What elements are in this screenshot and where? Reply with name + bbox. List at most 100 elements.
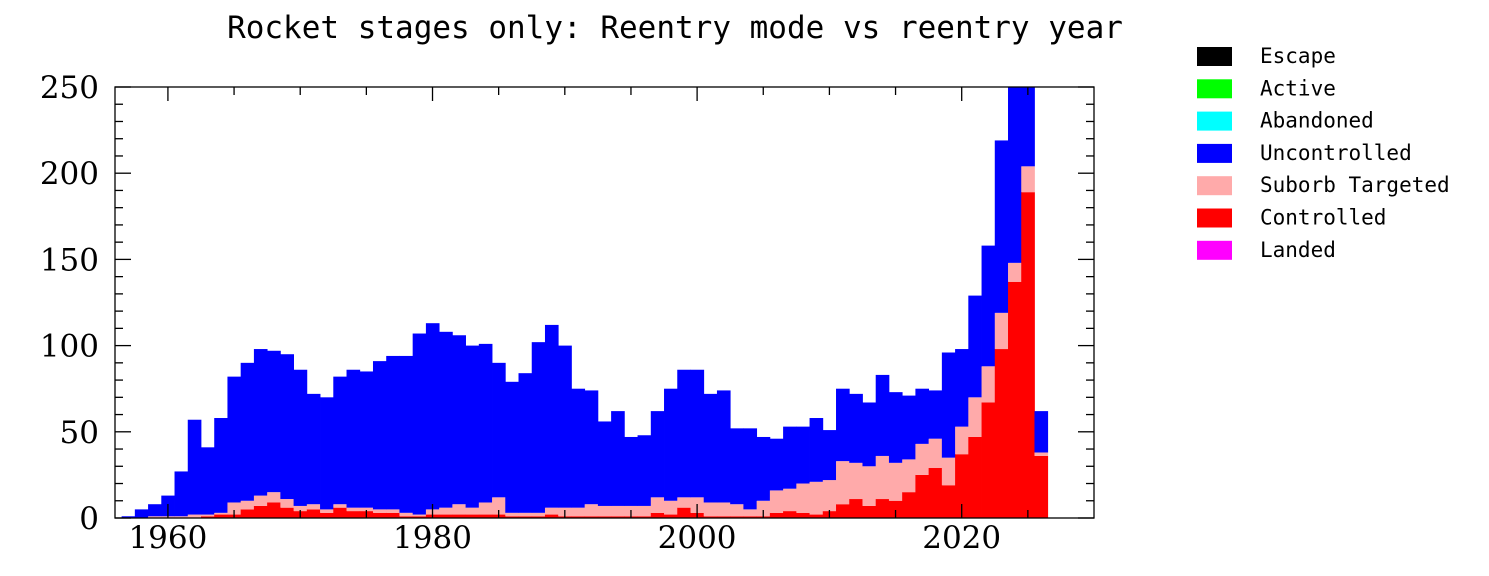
bar-suborb-targeted-1964 <box>214 512 228 515</box>
bar-uncontrolled-1986 <box>505 381 519 513</box>
bar-suborb-targeted-1970 <box>293 505 308 512</box>
bar-suborb-targeted-1994 <box>611 505 625 517</box>
bar-uncontrolled-1968 <box>267 350 281 493</box>
bar-uncontrolled-1959 <box>148 504 162 517</box>
bar-controlled-2026 <box>1034 455 1049 518</box>
legend-label-active: Active <box>1260 76 1336 100</box>
bar-uncontrolled-2023 <box>994 140 1009 313</box>
bar-uncontrolled-2010 <box>822 430 837 481</box>
bar-suborb-targeted-1971 <box>306 504 321 510</box>
bar-uncontrolled-1995 <box>624 436 638 506</box>
bar-controlled-2004 <box>743 516 758 518</box>
bar-suborb-targeted-2023 <box>994 312 1009 350</box>
bar-suborb-targeted-2015 <box>888 462 903 501</box>
bar-uncontrolled-1966 <box>240 362 255 501</box>
bar-suborb-targeted-1963 <box>200 514 215 517</box>
bar-uncontrolled-2026 <box>1034 411 1049 453</box>
bar-controlled-1988 <box>531 516 546 518</box>
bar-controlled-1991 <box>571 516 586 518</box>
bar-suborb-targeted-1997 <box>650 497 665 513</box>
bar-suborb-targeted-1999 <box>677 497 691 508</box>
bar-suborb-targeted-2021 <box>968 397 982 437</box>
bar-uncontrolled-2002 <box>716 390 731 503</box>
bar-uncontrolled-1974 <box>346 369 361 508</box>
bar-controlled-2022 <box>981 402 996 518</box>
legend-swatch-landed <box>1197 240 1232 260</box>
bar-uncontrolled-1963 <box>200 447 215 515</box>
bar-suborb-targeted-1972 <box>320 509 334 513</box>
bar-uncontrolled-1988 <box>531 342 546 513</box>
bar-suborb-targeted-2024 <box>1008 262 1022 282</box>
bar-uncontrolled-2013 <box>862 402 877 467</box>
bar-uncontrolled-1978 <box>399 355 414 513</box>
bar-uncontrolled-1989 <box>544 324 559 508</box>
bar-uncontrolled-1971 <box>306 393 321 505</box>
bar-uncontrolled-1958 <box>134 509 149 518</box>
bar-suborb-targeted-2007 <box>783 488 797 512</box>
legend-item-abandoned: Abandoned <box>1197 109 1374 133</box>
bar-suborb-targeted-1959 <box>148 516 162 518</box>
bar-suborb-targeted-1978 <box>399 512 414 517</box>
bar-controlled-1997 <box>650 512 665 518</box>
bar-controlled-1999 <box>677 507 691 518</box>
bar-uncontrolled-1999 <box>677 369 691 498</box>
bar-suborb-targeted-2012 <box>849 462 863 500</box>
bar-uncontrolled-1972 <box>320 397 334 510</box>
bar-controlled-1984 <box>478 514 493 518</box>
legend-swatch-active <box>1197 79 1232 99</box>
legend-label-landed: Landed <box>1260 238 1336 262</box>
bar-suborb-targeted-1973 <box>333 504 347 508</box>
bar-controlled-1998 <box>664 514 678 518</box>
bar-controlled-1979 <box>412 516 427 518</box>
bar-uncontrolled-1987 <box>518 373 533 513</box>
tick-labels: 1960 1980 2000 2020 0 50 100 150 200 250 <box>40 70 1001 556</box>
bar-suborb-targeted-1977 <box>386 509 400 513</box>
y-tick-label-200: 200 <box>40 156 99 192</box>
y-tick-label-250: 250 <box>40 70 99 106</box>
bar-uncontrolled-2000 <box>690 369 705 498</box>
legend-swatch-abandoned <box>1197 111 1232 131</box>
bar-controlled-1989 <box>544 514 559 518</box>
legend-swatch-controlled <box>1197 208 1232 228</box>
bar-suborb-targeted-1968 <box>267 492 281 503</box>
bar-uncontrolled-1977 <box>386 355 400 510</box>
bar-suborb-targeted-2025 <box>1021 166 1035 193</box>
bar-suborb-targeted-1988 <box>531 512 546 517</box>
legend-label-controlled: Controlled <box>1260 206 1386 230</box>
bar-uncontrolled-1976 <box>372 361 387 510</box>
legend-label-escape: Escape <box>1260 44 1336 68</box>
bar-uncontrolled-2019 <box>941 352 956 458</box>
bar-uncontrolled-1998 <box>664 388 678 501</box>
bar-controlled-2015 <box>888 500 903 518</box>
bar-controlled-1993 <box>597 516 612 518</box>
bar-uncontrolled-1975 <box>359 371 374 508</box>
bar-uncontrolled-2017 <box>915 388 930 444</box>
bar-suborb-targeted-1967 <box>253 495 268 506</box>
bar-controlled-1967 <box>253 505 268 518</box>
bar-controlled-2021 <box>968 436 982 518</box>
bar-controlled-1982 <box>452 514 466 518</box>
y-tick-label-0: 0 <box>79 501 99 537</box>
bar-controlled-2019 <box>941 485 956 518</box>
bar-suborb-targeted-2014 <box>875 455 890 500</box>
bar-controlled-1974 <box>346 511 361 518</box>
bar-uncontrolled-2005 <box>756 436 771 501</box>
bar-controlled-1986 <box>505 516 519 518</box>
bar-uncontrolled-1983 <box>465 345 480 508</box>
bar-uncontrolled-1973 <box>333 376 347 505</box>
bar-suborb-targeted-1984 <box>478 502 493 515</box>
bar-uncontrolled-1996 <box>637 435 652 506</box>
bar-uncontrolled-2024 <box>1008 87 1022 263</box>
bar-controlled-2018 <box>928 468 943 518</box>
bar-suborb-targeted-2022 <box>981 366 996 403</box>
legend-swatch-uncontrolled <box>1197 143 1232 163</box>
legend-item-landed: Landed <box>1197 238 1336 262</box>
bar-suborb-targeted-1989 <box>544 507 559 515</box>
bar-uncontrolled-2006 <box>769 438 784 491</box>
bar-controlled-1969 <box>280 507 294 518</box>
axis-ticks <box>115 86 1094 519</box>
bar-uncontrolled-1994 <box>611 411 625 506</box>
bar-controlled-1963 <box>200 516 215 518</box>
x-tick-label-1960: 1960 <box>128 520 207 556</box>
